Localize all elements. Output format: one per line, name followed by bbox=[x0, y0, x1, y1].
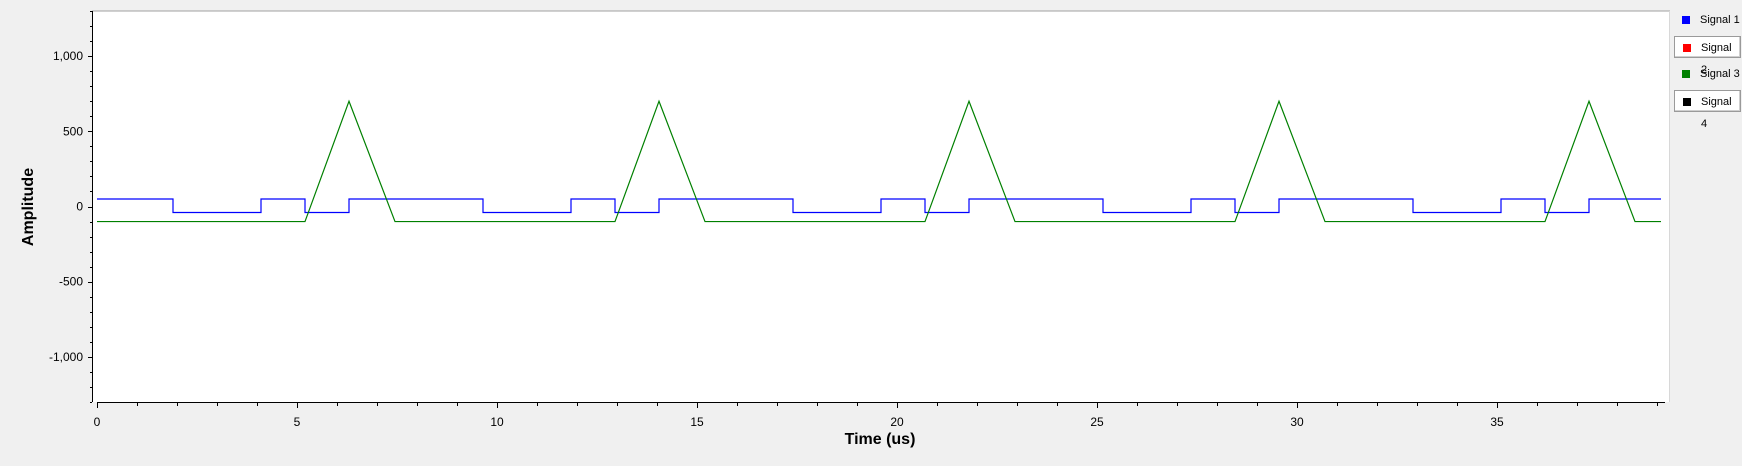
x-axis-ticks: 0 5 10 15 20 25 30 35 bbox=[94, 403, 1658, 429]
y-tick-label: -500 bbox=[59, 275, 83, 289]
legend-label: Signal 4 bbox=[1701, 96, 1732, 130]
x-tick-label: 5 bbox=[294, 415, 301, 429]
series-line-signal-3 bbox=[97, 99, 1661, 223]
x-tick-label: 15 bbox=[690, 415, 704, 429]
legend-label: Signal 3 bbox=[1700, 68, 1740, 80]
y-tick-label: 500 bbox=[63, 124, 83, 138]
y-axis-ticks: 1,000 500 0 -500 -1,000 bbox=[49, 11, 92, 403]
x-tick-label: 10 bbox=[490, 415, 504, 429]
legend-label: Signal 2 bbox=[1701, 42, 1732, 76]
legend: Signal 1 Signal 2 Signal 3 Signal 4 bbox=[1674, 9, 1741, 130]
x-tick-label: 0 bbox=[94, 415, 101, 429]
legend-item-signal-1[interactable]: Signal 1 bbox=[1674, 9, 1741, 31]
x-tick-label: 30 bbox=[1290, 415, 1304, 429]
legend-swatch-signal-1 bbox=[1682, 16, 1690, 24]
legend-swatch-signal-3 bbox=[1682, 70, 1690, 78]
legend-swatch-signal-2 bbox=[1683, 44, 1691, 52]
y-tick-label: 1,000 bbox=[53, 49, 83, 63]
series-layer bbox=[97, 99, 1661, 223]
legend-item-signal-3[interactable]: Signal 3 bbox=[1674, 63, 1741, 85]
x-axis-title: Time (us) bbox=[845, 431, 916, 448]
x-tick-label: 35 bbox=[1490, 415, 1504, 429]
y-tick-label: -1,000 bbox=[49, 350, 83, 364]
plot-svg: 1,000 500 0 -500 -1,000 0 5 10 15 20 25 30 35 Time … bbox=[20, 10, 1670, 448]
y-tick-label: 0 bbox=[76, 200, 83, 214]
legend-item-signal-4[interactable]: Signal 4 bbox=[1674, 90, 1741, 130]
legend-label: Signal 1 bbox=[1700, 14, 1740, 26]
x-tick-label: 25 bbox=[1090, 415, 1104, 429]
y-axis-title: Amplitude bbox=[20, 168, 37, 246]
legend-item-signal-2[interactable]: Signal 2 bbox=[1674, 36, 1741, 76]
x-tick-label: 20 bbox=[890, 415, 904, 429]
legend-swatch-signal-4 bbox=[1683, 98, 1691, 106]
series-line-signal-1 bbox=[97, 198, 1661, 214]
